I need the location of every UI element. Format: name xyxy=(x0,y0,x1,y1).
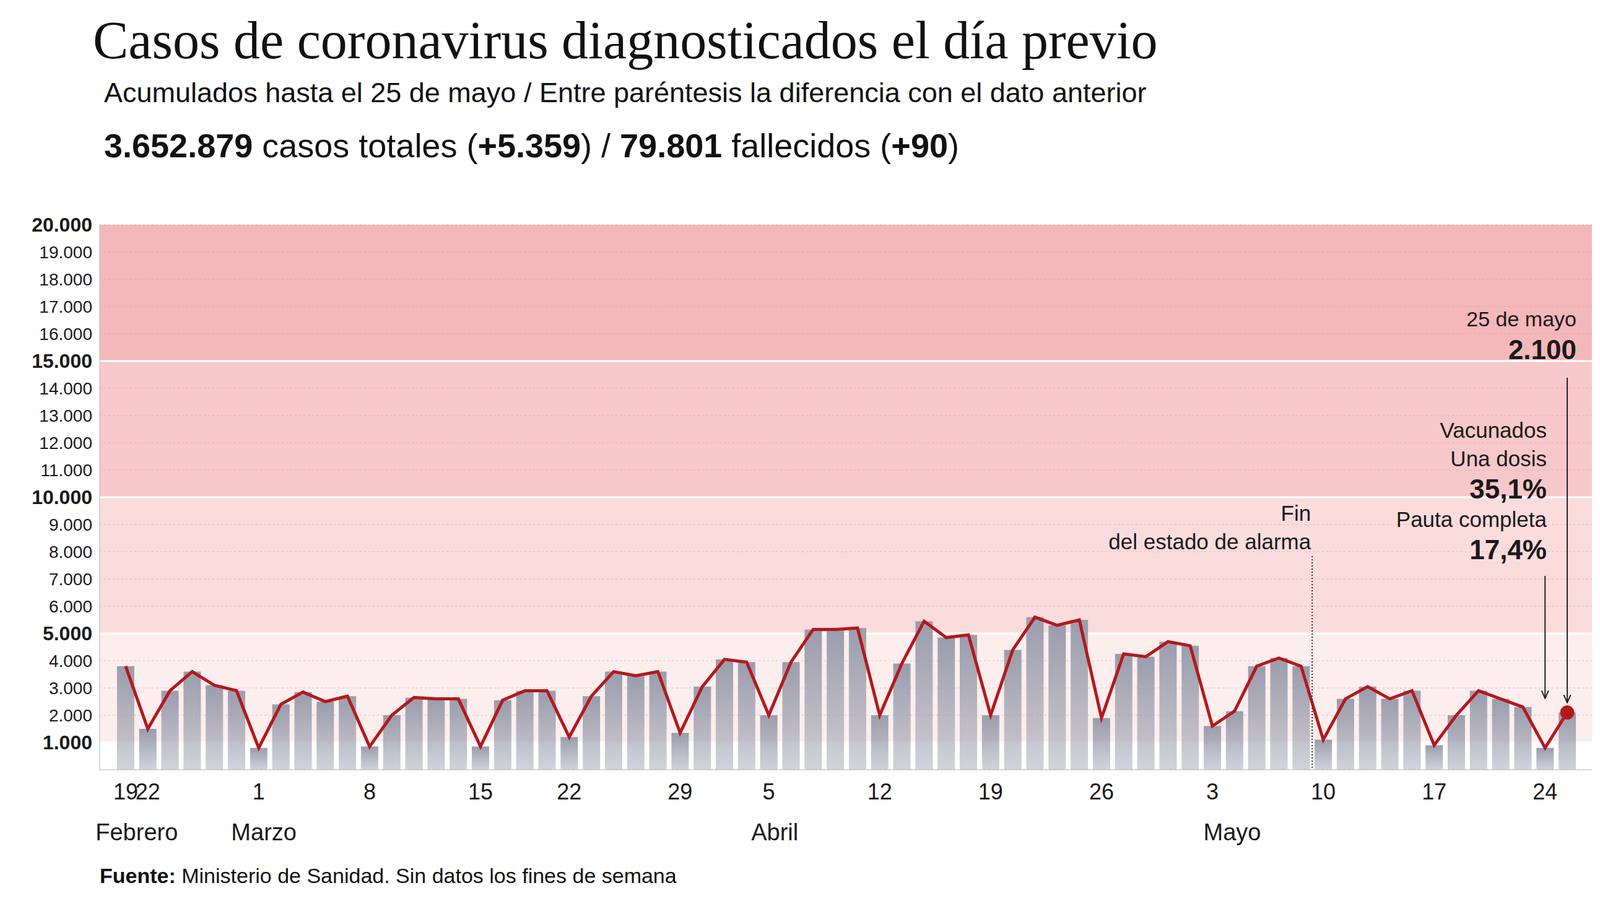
svg-text:26: 26 xyxy=(1089,778,1114,805)
svg-text:18.000: 18.000 xyxy=(39,269,93,290)
svg-text:3.000: 3.000 xyxy=(48,678,93,698)
svg-text:12.000: 12.000 xyxy=(39,433,93,453)
svg-text:3: 3 xyxy=(1206,778,1219,805)
html-text:Fuente: Ministerio de Sanidad.: Fuente: Ministerio de Sanidad. Sin datos… xyxy=(99,863,677,888)
svg-text:20.000: 20.000 xyxy=(31,213,93,236)
svg-text:17.000: 17.000 xyxy=(39,297,93,317)
svg-text:11.000: 11.000 xyxy=(40,460,93,480)
svg-text:15.000: 15.000 xyxy=(31,349,93,373)
html-text:del estado de alarma: del estado de alarma xyxy=(1108,529,1311,554)
svg-text:Febrero: Febrero xyxy=(95,819,178,846)
svg-text:14.000: 14.000 xyxy=(39,378,93,399)
html-text:Vacunados: Vacunados xyxy=(1439,417,1547,443)
svg-text:Marzo: Marzo xyxy=(230,819,297,846)
svg-text:8: 8 xyxy=(363,778,376,805)
html-text:Fin: Fin xyxy=(1280,500,1311,526)
svg-text:6.000: 6.000 xyxy=(48,596,93,617)
svg-text:1: 1 xyxy=(252,778,266,805)
svg-text:13.000: 13.000 xyxy=(39,406,93,426)
svg-text:17: 17 xyxy=(1421,778,1447,805)
html-text:3.652.879 casos totales (+5.35: 3.652.879 casos totales (+5.359) / 79.80… xyxy=(104,126,960,165)
svg-text:7.000: 7.000 xyxy=(48,569,93,589)
svg-text:12: 12 xyxy=(867,778,893,805)
svg-text:9.000: 9.000 xyxy=(48,515,93,535)
svg-text:15: 15 xyxy=(468,778,493,805)
svg-text:29: 29 xyxy=(667,778,693,805)
html-text:Acumulados hasta el 25 de mayo: Acumulados hasta el 25 de mayo / Entre p… xyxy=(104,76,1147,109)
svg-text:19: 19 xyxy=(113,778,139,805)
html-text:2.100: 2.100 xyxy=(1508,334,1577,365)
svg-text:16.000: 16.000 xyxy=(39,324,93,344)
svg-text:4.000: 4.000 xyxy=(48,651,93,671)
svg-text:19: 19 xyxy=(978,778,1004,805)
svg-text:19.000: 19.000 xyxy=(39,242,93,262)
svg-text:2.000: 2.000 xyxy=(48,705,93,726)
html-text:Pauta completa: Pauta completa xyxy=(1396,507,1547,532)
svg-text:8.000: 8.000 xyxy=(48,542,93,562)
svg-text:10: 10 xyxy=(1310,778,1336,805)
html-text:Una dosis: Una dosis xyxy=(1450,446,1547,471)
html-text:Casos de coronavirus diagnosti: Casos de coronavirus diagnosticados el d… xyxy=(92,10,1158,70)
svg-text:22: 22 xyxy=(556,778,582,805)
svg-text:Mayo: Mayo xyxy=(1203,819,1262,846)
html-text:35,1%: 35,1% xyxy=(1469,473,1547,505)
svg-text:5.000: 5.000 xyxy=(42,622,93,645)
svg-text:Abril: Abril xyxy=(751,819,799,846)
svg-text:24: 24 xyxy=(1532,778,1558,805)
html-text:17,4%: 17,4% xyxy=(1469,534,1547,565)
svg-text:22: 22 xyxy=(135,778,161,805)
svg-text:1.000: 1.000 xyxy=(42,731,93,754)
html-text:25 de mayo: 25 de mayo xyxy=(1466,307,1577,331)
svg-text:5: 5 xyxy=(762,778,776,805)
svg-text:10.000: 10.000 xyxy=(31,486,93,509)
